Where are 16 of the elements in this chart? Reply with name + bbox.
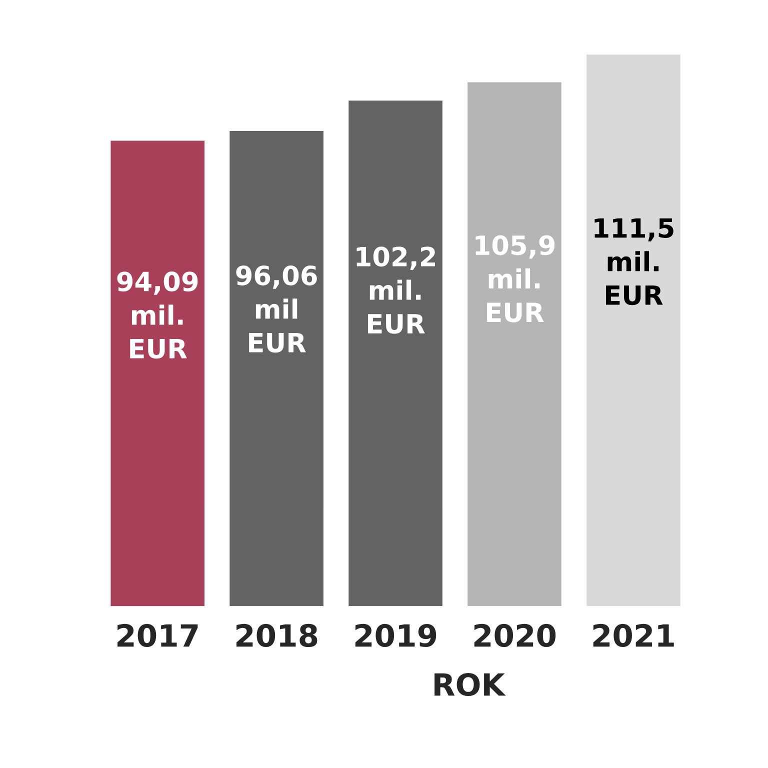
bar xyxy=(347,99,444,607)
x-tick-label: 2019 xyxy=(355,624,436,648)
data-label: 94,09 mil. EUR xyxy=(117,272,198,359)
data-label: 96,06 mil EUR xyxy=(236,265,317,353)
x-tick-label: 2018 xyxy=(236,624,318,648)
x-axis-title: ROK xyxy=(434,672,506,696)
data-label: 102,2 mil. EUR xyxy=(356,246,435,334)
data-label: 111,5 mil. EUR xyxy=(594,218,674,306)
x-tick-label: 2021 xyxy=(593,624,674,648)
bar xyxy=(228,130,325,607)
x-tick-label: 2017 xyxy=(117,624,198,648)
bar xyxy=(585,54,682,607)
bar xyxy=(466,80,563,607)
bar xyxy=(109,139,206,607)
x-tick-label: 2020 xyxy=(474,624,556,648)
data-label: 105,9 mil. EUR xyxy=(476,235,555,322)
